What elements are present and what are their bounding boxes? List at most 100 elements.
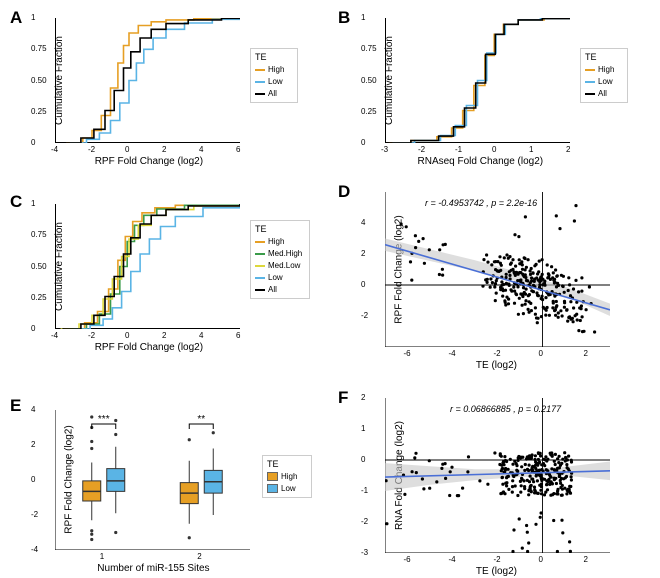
- scatter-point: [522, 479, 525, 482]
- scatter-point: [543, 478, 546, 481]
- scatter-point: [527, 294, 530, 297]
- scatter-point: [530, 309, 533, 312]
- scatter-point: [554, 314, 557, 317]
- legend-row: Med.Low: [255, 260, 305, 271]
- scatter-point: [556, 550, 559, 553]
- scatter-point: [527, 493, 530, 496]
- scatter-point: [502, 460, 505, 463]
- scatter-point: [507, 302, 510, 305]
- scatter-point: [507, 298, 510, 301]
- scatter-point: [441, 274, 444, 277]
- scatter-point: [502, 463, 505, 466]
- scatter-point: [557, 311, 560, 314]
- scatter-point: [561, 458, 564, 461]
- scatter-point: [520, 456, 523, 459]
- legend-swatch: [267, 484, 278, 493]
- scatter-point: [501, 295, 504, 298]
- panel-a-xtick: 6: [236, 145, 240, 154]
- scatter-point: [569, 550, 572, 553]
- scatter-point: [574, 279, 577, 282]
- scatter-point: [585, 308, 588, 311]
- scatter-point: [519, 278, 522, 281]
- scatter-point: [554, 308, 557, 311]
- scatter-point: [568, 485, 571, 488]
- panel-b-ytick: 1: [361, 13, 365, 22]
- scatter-point: [495, 292, 498, 295]
- panel-b-ytick: 0.50: [361, 76, 377, 85]
- regression-line: [385, 245, 610, 310]
- scatter-point: [494, 268, 497, 271]
- scatter-point: [543, 464, 546, 467]
- scatter-point: [530, 279, 533, 282]
- scatter-point: [524, 303, 527, 306]
- scatter-point: [513, 302, 516, 305]
- scatter-point: [553, 278, 556, 281]
- panel-d-x-label: TE (log2): [476, 360, 517, 371]
- panel-d-ytick: 2: [361, 249, 365, 258]
- scatter-point: [504, 468, 507, 471]
- scatter-point: [514, 292, 517, 295]
- legend-row: Low: [255, 76, 293, 87]
- scatter-point: [405, 225, 408, 228]
- scatter-point: [571, 317, 574, 320]
- panel-b-legend: TEHighLowAll: [580, 48, 628, 103]
- panel-c-ytick: 0: [31, 324, 35, 333]
- scatter-point: [444, 243, 447, 246]
- panel-c-xtick: -2: [88, 331, 95, 340]
- scatter-point: [533, 486, 536, 489]
- legend-label: High: [268, 64, 284, 75]
- scatter-point: [423, 262, 426, 265]
- scatter-point: [428, 487, 431, 490]
- panel-f-ytick: -2: [361, 517, 368, 526]
- scatter-point: [528, 464, 531, 467]
- panel-b-xtick: -2: [418, 145, 425, 154]
- ecdf-line-low: [70, 18, 240, 143]
- scatter-point: [558, 227, 561, 230]
- scatter-point: [524, 268, 527, 271]
- box-outlier: [90, 529, 93, 532]
- scatter-point: [582, 330, 585, 333]
- legend-row: Low: [267, 483, 307, 494]
- scatter-point: [511, 550, 514, 553]
- scatter-point: [562, 285, 565, 288]
- panel-a-xtick: -2: [88, 145, 95, 154]
- scatter-point: [517, 459, 520, 462]
- scatter-point: [521, 263, 524, 266]
- panel-label-f: F: [338, 388, 348, 408]
- scatter-point: [499, 262, 502, 265]
- legend-swatch: [255, 277, 265, 279]
- legend-row: Low: [255, 272, 305, 283]
- scatter-point: [521, 293, 524, 296]
- panel-d-xtick: -2: [494, 349, 501, 358]
- scatter-point: [569, 300, 572, 303]
- scatter-point: [529, 485, 532, 488]
- panel-b-ytick: 0.25: [361, 107, 377, 116]
- scatter-point: [573, 219, 576, 222]
- scatter-point: [501, 287, 504, 290]
- scatter-point: [548, 314, 551, 317]
- panel-b-xtick: 2: [566, 145, 570, 154]
- scatter-point: [498, 270, 501, 273]
- scatter-point: [579, 319, 582, 322]
- scatter-point: [559, 309, 562, 312]
- scatter-point: [533, 280, 536, 283]
- scatter-point: [534, 313, 537, 316]
- scatter-point: [567, 289, 570, 292]
- scatter-point: [524, 276, 527, 279]
- scatter-point: [448, 494, 451, 497]
- ecdf-line-high: [66, 18, 240, 143]
- scatter-point: [544, 491, 547, 494]
- scatter-point: [537, 279, 540, 282]
- legend-row: All: [255, 284, 305, 295]
- panel-a-ytick: 0.25: [31, 107, 47, 116]
- scatter-point: [549, 453, 552, 456]
- scatter-point: [523, 487, 526, 490]
- scatter-point: [562, 275, 565, 278]
- scatter-point: [509, 458, 512, 461]
- scatter-point: [511, 485, 514, 488]
- box-outlier: [114, 531, 117, 534]
- legend-row: Med.High: [255, 248, 305, 259]
- panel-f-xtick: -4: [449, 555, 456, 564]
- panel-b-xtick: 1: [529, 145, 533, 154]
- scatter-point: [503, 455, 506, 458]
